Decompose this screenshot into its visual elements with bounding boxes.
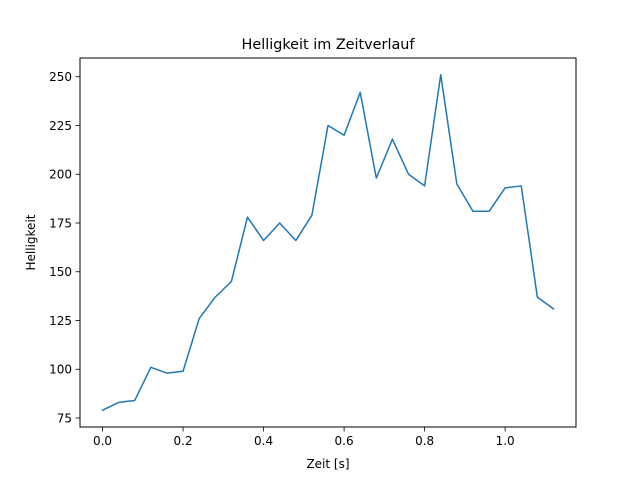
y-tick-label: 100 — [49, 363, 72, 377]
x-tick-label: 0.6 — [335, 434, 354, 448]
y-tick-label: 75 — [57, 411, 72, 425]
y-tick-label: 125 — [49, 314, 72, 328]
x-tick-label: 0.0 — [93, 434, 112, 448]
x-tick-label: 0.8 — [415, 434, 434, 448]
y-tick-label: 200 — [49, 168, 72, 182]
chart-title: Helligkeit im Zeitverlauf — [242, 37, 416, 53]
x-tick-label: 1.0 — [496, 434, 515, 448]
x-axis-label: Zeit [s] — [306, 457, 349, 471]
x-tick-label: 0.4 — [254, 434, 273, 448]
y-tick-label: 250 — [49, 70, 72, 84]
y-axis-label: Helligkeit — [24, 214, 38, 270]
x-tick-label: 0.2 — [174, 434, 193, 448]
plot-frame — [79, 57, 577, 428]
y-tick-label: 175 — [49, 216, 72, 230]
y-tick-label: 150 — [49, 265, 72, 279]
y-tick-label: 225 — [49, 119, 72, 133]
